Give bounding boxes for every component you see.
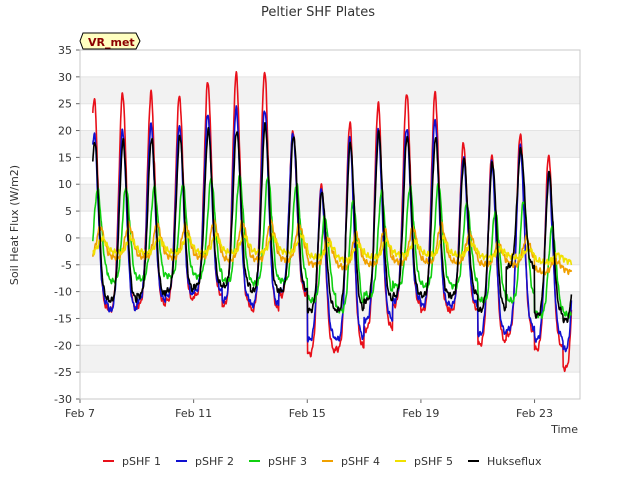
legend-item: pSHF 4 — [322, 455, 380, 468]
plot-frame — [79, 49, 581, 400]
y-tick-label: 5 — [65, 205, 72, 218]
x-tick-label: Feb 15 — [289, 407, 326, 420]
y-tick-label: -10 — [54, 286, 72, 299]
legend-label: pSHF 5 — [414, 455, 453, 468]
plot-background — [80, 49, 580, 400]
legend-label: pSHF 4 — [341, 455, 380, 468]
grid-band — [80, 345, 580, 373]
grid-band — [80, 130, 580, 158]
y-tick-label: -25 — [54, 366, 72, 379]
legend-item: pSHF 5 — [395, 455, 453, 468]
series-line-hukseflux — [92, 122, 573, 324]
legend-item: Hukseflux — [468, 455, 542, 468]
y-tick-label: 10 — [58, 178, 72, 191]
legend-item: pSHF 2 — [176, 455, 234, 468]
y-tick-label: -30 — [54, 393, 72, 406]
legend: pSHF 1 pSHF 2 pSHF 3 pSHF 4 pSHF 5 Hukseflux — [103, 455, 542, 468]
legend-label: pSHF 1 — [122, 455, 161, 468]
series-line-pshf-5 — [92, 231, 573, 266]
legend-label: pSHF 3 — [268, 455, 307, 468]
x-tick-label: Feb 19 — [402, 407, 439, 420]
y-tick-label: 25 — [58, 98, 72, 111]
x-tick-label: Feb 7 — [65, 407, 95, 420]
x-axis: Feb 7 Feb 11 Feb 15 Feb 19 Feb 23 — [65, 399, 553, 420]
series-line-pshf-4 — [92, 219, 573, 276]
x-tick-label: Feb 23 — [516, 407, 553, 420]
legend-label: Hukseflux — [487, 455, 542, 468]
y-tick-label: -5 — [61, 259, 72, 272]
x-tick-label: Feb 11 — [175, 407, 212, 420]
vr-met-badge: VR_met — [79, 32, 141, 50]
legend-item: pSHF 3 — [249, 455, 307, 468]
chart-title: Peltier SHF Plates — [261, 5, 375, 20]
y-tick-label: 35 — [58, 44, 72, 57]
grid-band — [80, 184, 580, 212]
series-layer — [92, 71, 573, 373]
y-tick-label: 0 — [65, 232, 72, 245]
y-tick-label: -20 — [54, 339, 72, 352]
legend-item: pSHF 1 — [103, 455, 161, 468]
y-tick-label: -15 — [54, 312, 72, 325]
legend-label: pSHF 2 — [195, 455, 234, 468]
x-axis-label: Time — [550, 423, 578, 436]
y-axis: -30 -25 -20 -15 -10 -5 0 5 10 15 20 25 30 35 — [54, 44, 80, 406]
y-tick-label: 30 — [58, 71, 72, 84]
y-tick-label: 15 — [58, 151, 72, 164]
badge-shape — [79, 32, 141, 50]
y-axis-label: Soil Heat Flux (W/m2) — [8, 165, 21, 285]
badge-label: VR_met — [88, 36, 135, 49]
grid-band — [80, 76, 580, 104]
y-tick-label: 20 — [58, 125, 72, 138]
